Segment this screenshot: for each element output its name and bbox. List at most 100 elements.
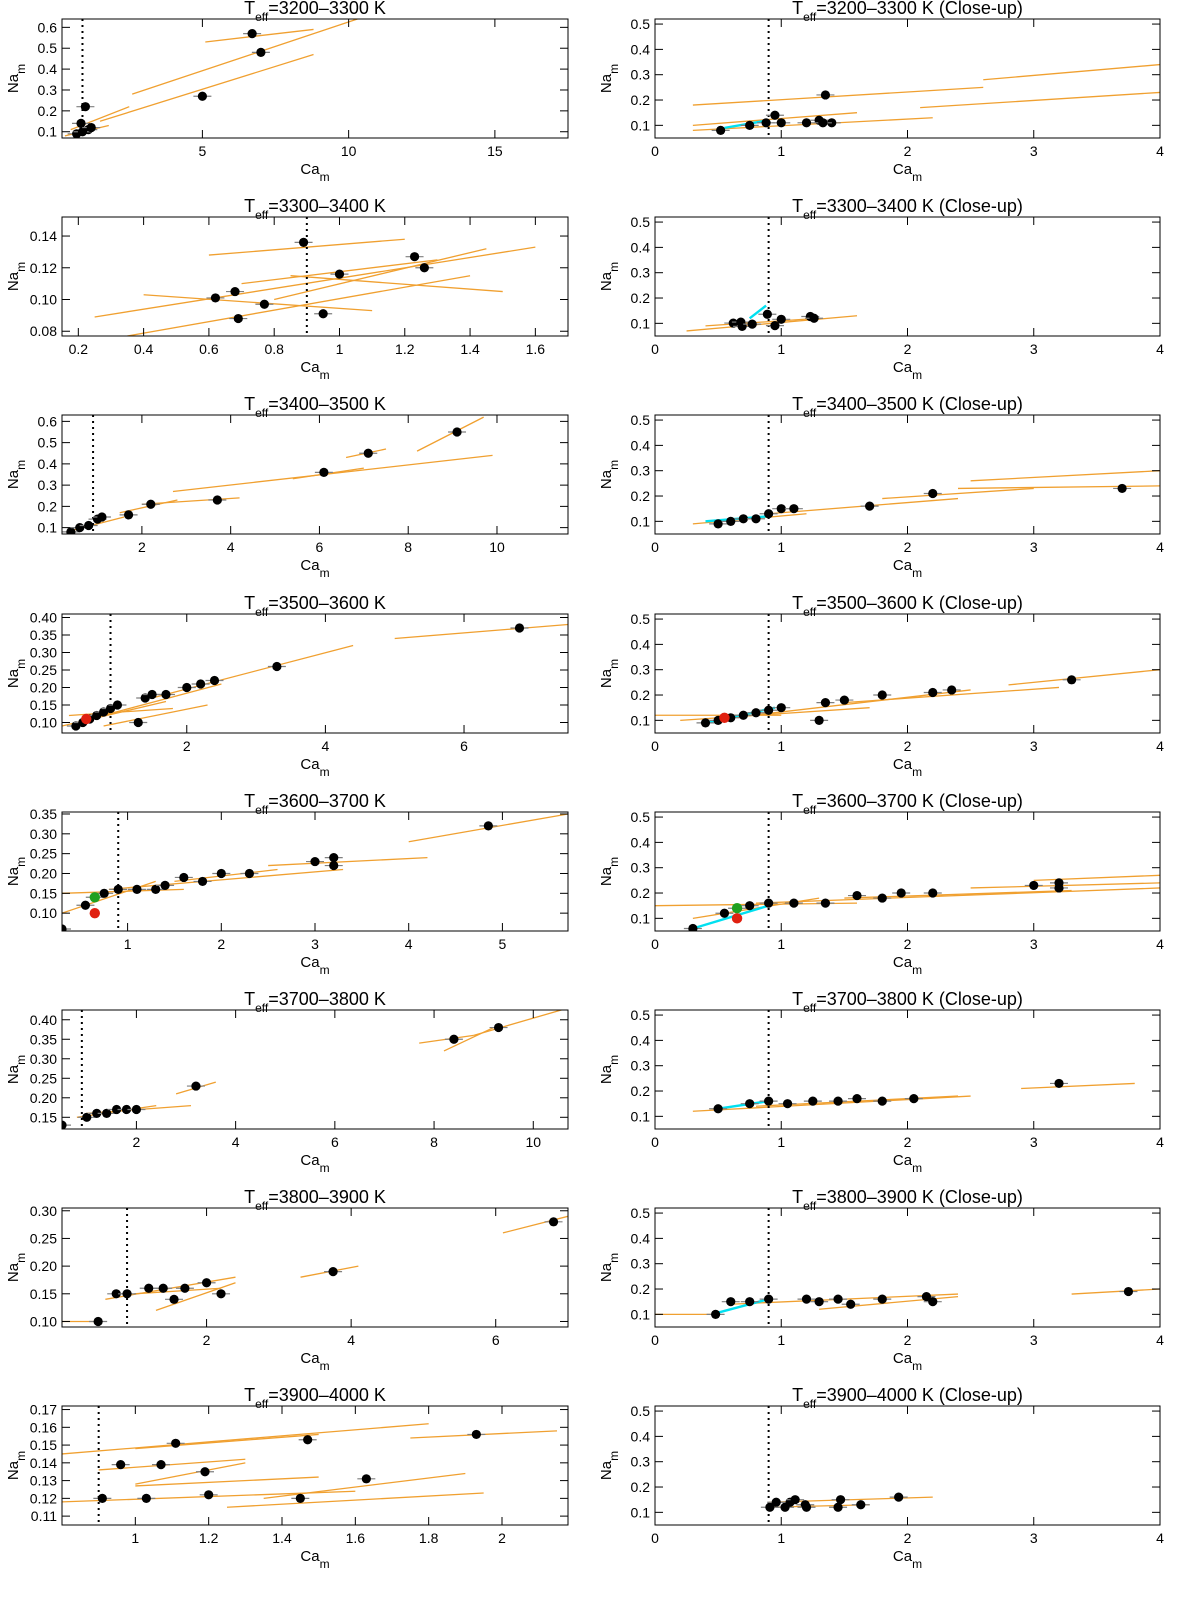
x-tick-label: 1	[777, 539, 785, 555]
data-point	[738, 514, 748, 524]
plot-area	[692, 415, 1160, 534]
data-point	[146, 499, 156, 509]
data-point	[719, 908, 730, 918]
plot-area	[64, 19, 358, 138]
y-tick-label: 0.25	[30, 846, 57, 862]
red-point	[89, 907, 100, 919]
data-point	[141, 1493, 151, 1503]
axes-frame	[61, 414, 569, 535]
data-point	[298, 237, 309, 247]
data-point	[820, 90, 831, 100]
panel-title: Teff=3800–3900 K	[244, 1187, 386, 1213]
x-tick-label: 0.4	[134, 341, 154, 357]
data-point	[161, 689, 171, 700]
x-tick-label: 2	[203, 1332, 211, 1348]
x-axis-label: Cam	[893, 1548, 922, 1571]
fit-line	[705, 317, 820, 327]
data-point	[928, 488, 938, 499]
y-tick-label: 0.25	[30, 1070, 57, 1086]
x-tick-label: 4	[1156, 738, 1164, 754]
data-point	[230, 286, 240, 297]
data-point	[776, 504, 786, 514]
panel-12: 0 1 2 3 4 0.1 0.2 0.3 0.4 0.5 Teff=3700–3800 K (Cl…	[598, 989, 1164, 1175]
data-point	[97, 1493, 107, 1503]
data-point	[191, 1081, 201, 1091]
y-tick-label: 0.35	[30, 627, 57, 643]
data-point	[310, 856, 320, 867]
fit-line	[172, 454, 493, 493]
data-point	[713, 519, 723, 529]
x-tick-label: 2	[133, 1134, 141, 1150]
panel-title: Teff=3600–3700 K	[244, 791, 386, 817]
x-tick-label: 4	[1156, 936, 1164, 952]
y-tick-label: 0.3	[631, 265, 651, 281]
data-point	[814, 715, 824, 725]
data-point	[761, 118, 771, 128]
data-point	[770, 321, 780, 331]
y-tick-label: 0.1	[631, 712, 651, 728]
panel-title: Teff=3600–3700 K (Close-up)	[792, 791, 1023, 817]
y-tick-label: 0.3	[631, 860, 651, 876]
plot-area	[62, 812, 568, 931]
data-point	[909, 1094, 919, 1104]
x-tick-label: 2	[183, 738, 191, 754]
data-point	[66, 527, 76, 534]
y-tick-label: 0.5	[631, 1007, 651, 1023]
y-tick-label: 0.35	[30, 806, 57, 822]
x-tick-label: 0	[651, 143, 659, 159]
data-point	[896, 888, 906, 898]
fit-line	[174, 868, 278, 883]
fit-line	[473, 1010, 564, 1036]
fit-line	[108, 868, 344, 890]
x-tick-label: 5	[198, 143, 206, 159]
data-point	[833, 1502, 843, 1512]
panel-7: 2 4 6 0.10 0.150.20 0.250.30 0.350.40 Teff=3500…	[5, 593, 569, 779]
data-point	[133, 717, 143, 728]
data-point	[764, 705, 774, 715]
data-point	[71, 721, 81, 731]
data-point	[1123, 1286, 1134, 1297]
fit-line	[143, 294, 373, 312]
axes-frame	[61, 216, 569, 337]
data-point	[765, 1502, 775, 1512]
y-tick-label: 0.10	[30, 715, 57, 731]
x-tick-label: 6	[460, 738, 468, 754]
y-tick-label: 0.4	[631, 1230, 651, 1246]
x-tick-label: 3	[1030, 539, 1038, 555]
data-point	[80, 900, 91, 910]
x-tick-label: 4	[1156, 539, 1164, 555]
y-tick-label: 0.6	[38, 19, 58, 35]
panel-2: 0 1 2 3 4 0.1 0.2 0.3 0.4 0.5 Teff=3200–3300 K (Cl…	[598, 0, 1164, 184]
data-point	[256, 47, 266, 58]
y-tick-label: 0.1	[38, 520, 58, 536]
y-tick-label: 0.5	[38, 40, 58, 56]
data-point	[113, 884, 123, 894]
x-axis-label: Cam	[300, 954, 329, 977]
y-tick-label: 0.3	[38, 82, 58, 98]
x-axis-label: Cam	[300, 161, 329, 184]
data-point	[169, 1294, 179, 1304]
data-point	[179, 872, 189, 883]
y-tick-label: 0.10	[30, 1313, 57, 1329]
x-tick-label: 1.6	[346, 1530, 366, 1546]
x-tick-label: 4	[1156, 1332, 1164, 1348]
plot-area	[655, 812, 1160, 931]
x-tick-label: 4	[321, 738, 329, 754]
y-tick-label: 0.4	[38, 61, 58, 77]
axes-frame	[61, 1207, 569, 1328]
plot-area	[686, 217, 858, 336]
data-point	[894, 1492, 904, 1502]
panel-13: 2 4 6 0.10 0.15 0.20 0.25 0.30 Teff=3800–3900 K C…	[5, 1187, 569, 1373]
x-tick-label: 1	[124, 936, 132, 952]
data-point	[928, 687, 938, 698]
data-point	[131, 1104, 142, 1115]
fit-line	[226, 1492, 484, 1508]
fit-line	[755, 887, 1160, 904]
y-tick-label: 0.15	[30, 1286, 57, 1302]
red-point	[719, 712, 730, 724]
y-tick-label: 0.30	[30, 645, 57, 661]
fit-line	[131, 19, 358, 95]
y-tick-label: 0.4	[631, 1428, 651, 1444]
x-tick-label: 4	[1156, 1530, 1164, 1546]
data-point	[122, 1289, 132, 1299]
